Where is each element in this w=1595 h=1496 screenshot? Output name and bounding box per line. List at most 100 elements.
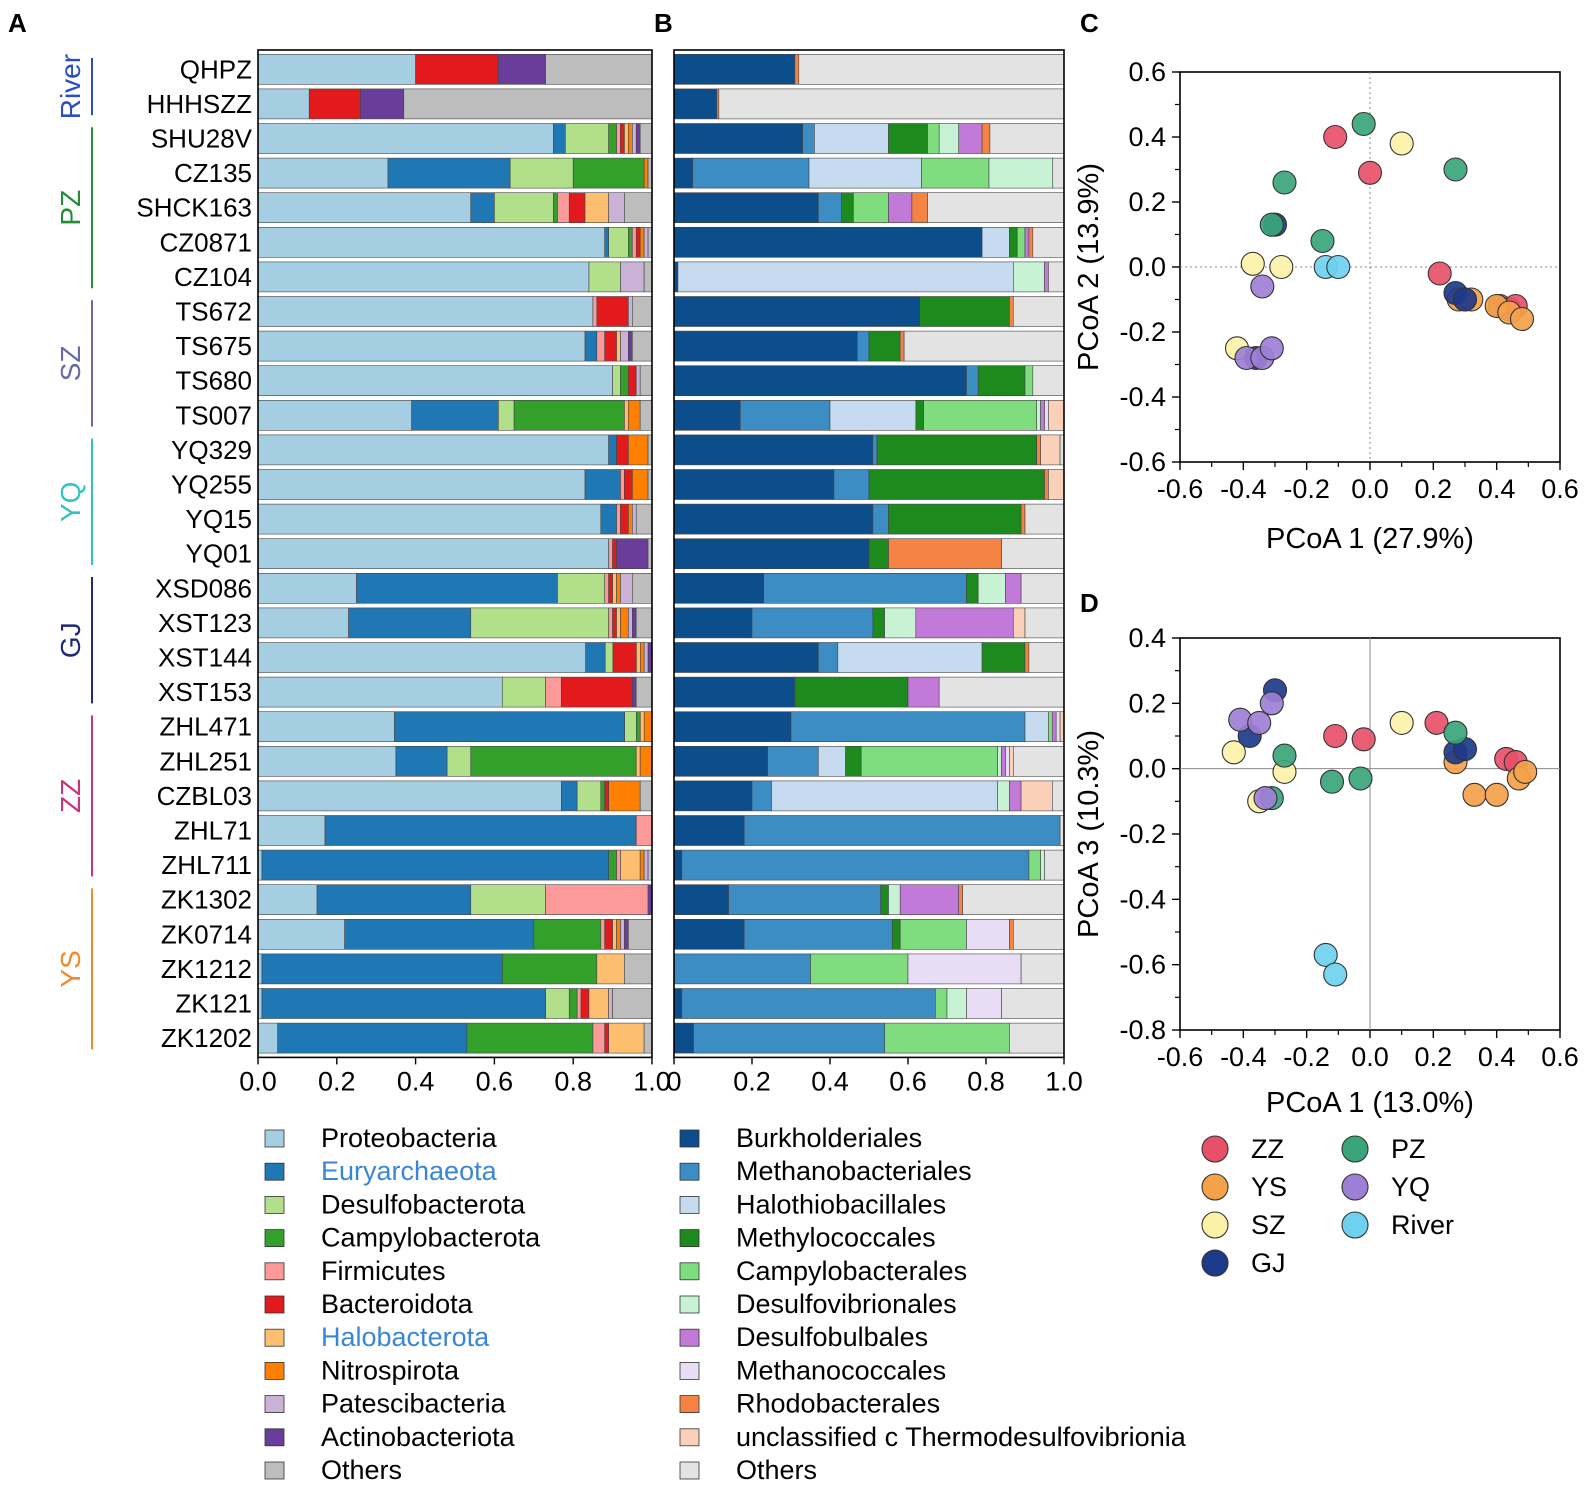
- sample-label: HHHSZZ: [147, 89, 253, 119]
- y-axis-label-2: PCoA 2 (13.9%): [1073, 163, 1105, 371]
- bar-1-seg-24-0: [673, 884, 729, 916]
- bar-1-seg-27-4: [934, 988, 948, 1019]
- bar-0-seg-5-1: [604, 227, 609, 258]
- bar-1-seg-2-10: [989, 123, 1065, 154]
- bar-0-seg-0-10: [545, 53, 653, 85]
- bar-1-seg-19-4: [1048, 711, 1053, 743]
- bar-1-seg-23-10: [1044, 849, 1065, 881]
- bar-0-seg-23-7: [639, 849, 645, 881]
- bar-1-seg-1-0: [673, 88, 718, 120]
- legend-label-river: River: [1391, 1210, 1454, 1240]
- bar-0-seg-8-8: [620, 330, 629, 362]
- point-zz-2: [1427, 261, 1452, 286]
- bar-1-seg-24-3: [880, 884, 889, 916]
- bar-0-seg-11-1: [608, 434, 617, 466]
- bar-1-seg-21-0: [673, 780, 753, 812]
- bar-1-seg-16-0: [673, 607, 753, 639]
- y-tick-label-2-5: -0.4: [1119, 382, 1166, 412]
- x-tick-label-0-0: 0.0: [239, 1066, 277, 1096]
- bar-1-seg-5-6: [1024, 227, 1030, 258]
- bar-1-seg-3-4: [921, 157, 990, 189]
- bar-0-seg-16-10: [635, 607, 653, 639]
- bar-0-seg-25-9: [624, 918, 629, 950]
- bar-1-seg-22-1: [743, 815, 1061, 846]
- y-tick-label-3-6: -0.8: [1119, 1015, 1166, 1045]
- bar-1-seg-25-10: [1012, 918, 1065, 950]
- legend-swatch-1-5: [679, 1295, 700, 1314]
- plot-frame-1: [673, 49, 1065, 1059]
- bar-1-seg-16-3: [872, 607, 885, 639]
- bar-1-seg-20-3: [845, 745, 862, 777]
- legend-swatch-1-2: [679, 1196, 700, 1214]
- sample-label: ZK1202: [161, 1023, 252, 1053]
- x-tick-label-3-6: 0.6: [1541, 1042, 1579, 1072]
- legend-a: ProteobacteriaEuryarchaeotaDesulfobacter…: [264, 1123, 541, 1485]
- bar-0-seg-17-6: [636, 642, 641, 673]
- bar-1-seg-20-5: [997, 745, 1002, 777]
- bar-0-seg-10-0: [257, 399, 412, 431]
- bar-0-seg-14-0: [257, 538, 609, 570]
- bar-1-seg-13-0: [673, 503, 874, 535]
- bar-1-seg-5-0: [673, 227, 983, 258]
- bar-1-seg-21-6: [1009, 780, 1022, 812]
- sample-label: XST144: [158, 643, 252, 673]
- bar-0-seg-25-3: [533, 918, 602, 950]
- bar-1-seg-8-0: [673, 330, 858, 362]
- x-tick-label-1-5: 1.0: [1045, 1066, 1083, 1096]
- bar-1-seg-28-0: [673, 1022, 694, 1054]
- panel-letter-b: B: [654, 8, 673, 38]
- legend-swatch-1-3: [679, 1229, 700, 1247]
- bar-0-seg-6-10: [643, 261, 653, 293]
- bar-0-seg-7-0: [257, 296, 594, 327]
- bar-0-seg-20-7: [639, 745, 653, 777]
- bar-0-seg-8-5: [604, 330, 617, 362]
- bar-1-seg-5-2: [981, 227, 1010, 258]
- panel-a: 0.0 0.2 0.4 0.6 0.8 1.0 QHPZ HHHSZZ SHU28V CZ135 S…: [55, 49, 671, 1096]
- sample-label: SHU28V: [151, 124, 253, 154]
- legend-marker-yq: [1341, 1173, 1369, 1201]
- point-ys-4: [1513, 759, 1538, 784]
- bar-1-seg-6-5: [1012, 261, 1045, 293]
- bar-0-seg-13-10: [635, 503, 653, 535]
- y-tick-label-2-3: 0.0: [1128, 252, 1166, 282]
- y-tick-label-2-6: -0.6: [1119, 447, 1166, 477]
- point-sz-2: [1269, 254, 1294, 280]
- bar-0-seg-1-5: [308, 88, 361, 120]
- sample-label: TS672: [175, 297, 252, 327]
- legend-label-1-1: Methanobacteriales: [736, 1156, 972, 1186]
- bar-0-seg-28-4: [592, 1022, 606, 1054]
- bar-1-seg-15-3: [966, 572, 979, 604]
- bar-0-seg-16-8: [628, 607, 633, 639]
- sample-label: CZ135: [174, 158, 252, 188]
- bar-0-seg-2-0: [257, 123, 554, 154]
- bar-0-seg-22-0: [257, 815, 326, 846]
- bar-0-seg-9-10: [639, 365, 653, 397]
- x-tick-label-3-3: 0.0: [1351, 1042, 1389, 1072]
- legend-label-0-1: Euryarchaeota: [321, 1156, 498, 1186]
- x-tick-label-0-5: 1.0: [633, 1066, 671, 1096]
- y-tick-label-3-4: -0.4: [1119, 884, 1166, 914]
- bar-0-seg-5-5: [635, 227, 641, 258]
- x-tick-label-0-2: 0.4: [397, 1066, 435, 1096]
- bar-0-seg-24-2: [470, 884, 546, 916]
- bar-0-seg-18-2: [501, 676, 546, 708]
- bar-0-seg-26-3: [501, 953, 598, 985]
- bar-0-seg-4-0: [257, 192, 472, 223]
- y-tick-label-2-1: 0.4: [1128, 122, 1166, 152]
- bar-0-seg-6-0: [257, 261, 590, 293]
- bar-0-seg-20-0: [257, 745, 397, 777]
- bar-0-seg-3-1: [387, 157, 511, 189]
- sample-label: XST153: [158, 677, 252, 707]
- bar-1-seg-8-8: [899, 330, 905, 362]
- sample-label: TS680: [175, 366, 252, 396]
- point-sz-0: [1389, 131, 1414, 156]
- bar-1-seg-4-4: [853, 192, 889, 223]
- bar-0-seg-15-7: [616, 572, 621, 604]
- bar-0-seg-10-10: [639, 399, 653, 431]
- bar-0-seg-19-2: [624, 711, 637, 743]
- legend-swatch-1-10: [679, 1461, 700, 1480]
- bar-1-seg-16-5: [884, 607, 917, 639]
- bar-0-seg-9-5: [628, 365, 637, 397]
- bar-1-seg-16-6: [915, 607, 1014, 639]
- y-tick-label-3-3: -0.2: [1119, 819, 1166, 849]
